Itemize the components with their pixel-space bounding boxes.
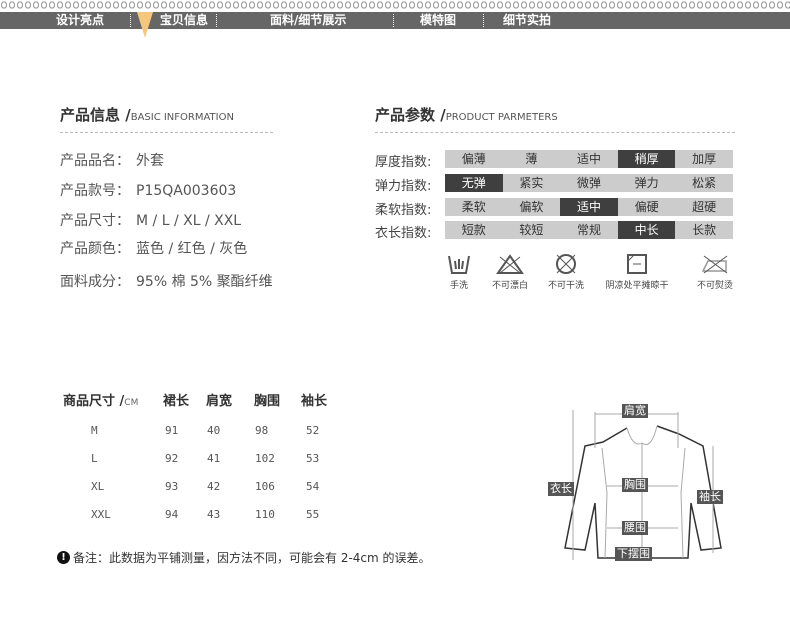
param-option: 适中 xyxy=(560,198,618,216)
label-length: 衣长 xyxy=(548,482,574,496)
size-cell: 102 xyxy=(255,452,275,465)
info-value: 95% 棉 5% 聚酯纤维 xyxy=(136,274,273,290)
care-no-dry-clean: 不可干洗 xyxy=(531,253,601,291)
nav-info[interactable]: 宝贝信息 xyxy=(160,13,209,27)
size-label: XXL xyxy=(91,508,111,521)
param-option: 超硬 xyxy=(692,200,717,214)
care-no-iron: 不可熨烫 xyxy=(680,253,750,291)
info-label: 面料成分： xyxy=(60,274,130,290)
care-hand-wash: 手洗 xyxy=(424,253,494,291)
param-label: 衣长指数: xyxy=(375,226,432,241)
param-option: 长款 xyxy=(692,223,717,237)
no-bleach-icon xyxy=(496,254,524,274)
info-row: 产品颜色： 蓝色 / 红色 / 灰色 xyxy=(60,238,247,258)
params-title: 产品参数 /PRODUCT PARMETERS xyxy=(375,106,558,124)
info-label: 产品尺寸： xyxy=(60,213,130,229)
no-iron-icon xyxy=(701,255,728,274)
size-cell: 53 xyxy=(306,452,320,465)
dry-flat-shade-icon xyxy=(627,254,647,274)
size-title: 商品尺寸 /CM xyxy=(63,394,139,409)
label-waist: 腰围 xyxy=(622,521,648,535)
size-cell: 98 xyxy=(255,424,269,437)
param-scale: 短款 较短 常规 中长 长款 xyxy=(445,221,733,239)
param-scale: 偏薄 薄 适中 稍厚 加厚 xyxy=(445,150,733,168)
chain-border xyxy=(0,0,790,10)
size-cell: 106 xyxy=(255,480,275,493)
param-option: 较短 xyxy=(519,223,544,237)
size-cell: 110 xyxy=(255,508,275,521)
size-cell: 54 xyxy=(306,480,320,493)
size-cell: 92 xyxy=(165,452,179,465)
param-option: 短款 xyxy=(461,223,486,237)
size-header: 袖长 xyxy=(301,394,328,409)
size-cell: 55 xyxy=(306,508,320,521)
info-label: 产品颜色： xyxy=(60,241,130,257)
param-scale: 柔软 偏软 适中 偏硬 超硬 xyxy=(445,198,733,216)
size-label: M xyxy=(91,424,98,437)
param-option: 弹力 xyxy=(634,176,659,190)
info-row: 面料成分： 95% 棉 5% 聚酯纤维 xyxy=(60,271,273,291)
hand-wash-icon xyxy=(448,255,470,274)
nav-bar: 设计亮点 宝贝信息 面料/细节展示 模特图 细节实拍 xyxy=(0,12,790,29)
info-row: 产品尺寸： M / L / XL / XXL xyxy=(60,210,241,230)
size-cell: 93 xyxy=(165,480,179,493)
label-sleeve: 袖长 xyxy=(697,490,723,504)
param-label: 厚度指数: xyxy=(375,155,432,170)
param-option: 偏硬 xyxy=(634,200,659,214)
care-no-bleach: 不可漂白 xyxy=(475,253,545,291)
nav-detail[interactable]: 细节实拍 xyxy=(503,13,552,27)
info-row: 产品款号： P15QA003603 xyxy=(60,180,236,200)
size-cell: 94 xyxy=(165,508,179,521)
info-value: M / L / XL / XXL xyxy=(136,213,242,229)
size-diagram: 肩宽 衣长 胸围 袖长 腰围 下摆围 xyxy=(545,398,730,563)
param-option: 加厚 xyxy=(692,152,717,166)
info-title: 产品信息 /BASIC INFORMATION xyxy=(60,106,234,124)
size-label: L xyxy=(91,452,98,465)
param-option: 松紧 xyxy=(692,176,717,190)
info-label: 产品品名： xyxy=(60,153,130,169)
param-label: 柔软指数: xyxy=(375,203,432,218)
param-option: 适中 xyxy=(576,152,601,166)
care-dry-flat: 阴凉处平摊晾干 xyxy=(602,253,672,291)
nav-design[interactable]: 设计亮点 xyxy=(56,13,105,27)
info-value: 蓝色 / 红色 / 灰色 xyxy=(136,241,248,257)
label-shoulder: 肩宽 xyxy=(622,404,648,418)
label-chest: 胸围 xyxy=(622,478,648,492)
param-label: 弹力指数: xyxy=(375,179,432,194)
param-option: 紧实 xyxy=(519,176,544,190)
info-value: P15QA003603 xyxy=(136,183,237,199)
size-note: ! 备注：此数据为平铺测量，因方法不同，可能会有 2-4cm 的误差。 xyxy=(57,549,431,566)
info-value: 外套 xyxy=(136,153,164,169)
active-marker xyxy=(137,12,153,38)
size-header: 肩宽 xyxy=(206,394,233,409)
size-label: XL xyxy=(91,480,105,493)
param-option: 薄 xyxy=(525,152,538,166)
size-cell: 41 xyxy=(207,452,221,465)
nav-fabric[interactable]: 面料/细节展示 xyxy=(270,13,347,27)
size-cell: 91 xyxy=(165,424,179,437)
info-row: 产品品名： 外套 xyxy=(60,150,164,170)
param-option: 偏软 xyxy=(519,200,544,214)
label-hem: 下摆围 xyxy=(615,547,652,561)
param-option: 柔软 xyxy=(461,200,486,214)
size-header: 胸围 xyxy=(254,394,281,409)
size-cell: 42 xyxy=(207,480,221,493)
param-option: 微弹 xyxy=(576,176,601,190)
nav-model[interactable]: 模特图 xyxy=(420,13,457,27)
param-option: 常规 xyxy=(576,223,601,237)
size-header: 裙长 xyxy=(163,394,190,409)
param-option: 稍厚 xyxy=(617,150,676,168)
size-cell: 43 xyxy=(207,508,221,521)
param-option: 偏薄 xyxy=(461,152,486,166)
param-scale: 无弹 紧实 微弹 弹力 松紧 xyxy=(445,174,733,192)
size-cell: 40 xyxy=(207,424,221,437)
info-label: 产品款号： xyxy=(60,183,130,199)
param-option: 中长 xyxy=(617,221,676,239)
warning-icon: ! xyxy=(57,551,70,564)
no-dry-clean-icon xyxy=(556,254,576,274)
param-option: 无弹 xyxy=(445,174,503,192)
size-cell: 52 xyxy=(306,424,320,437)
